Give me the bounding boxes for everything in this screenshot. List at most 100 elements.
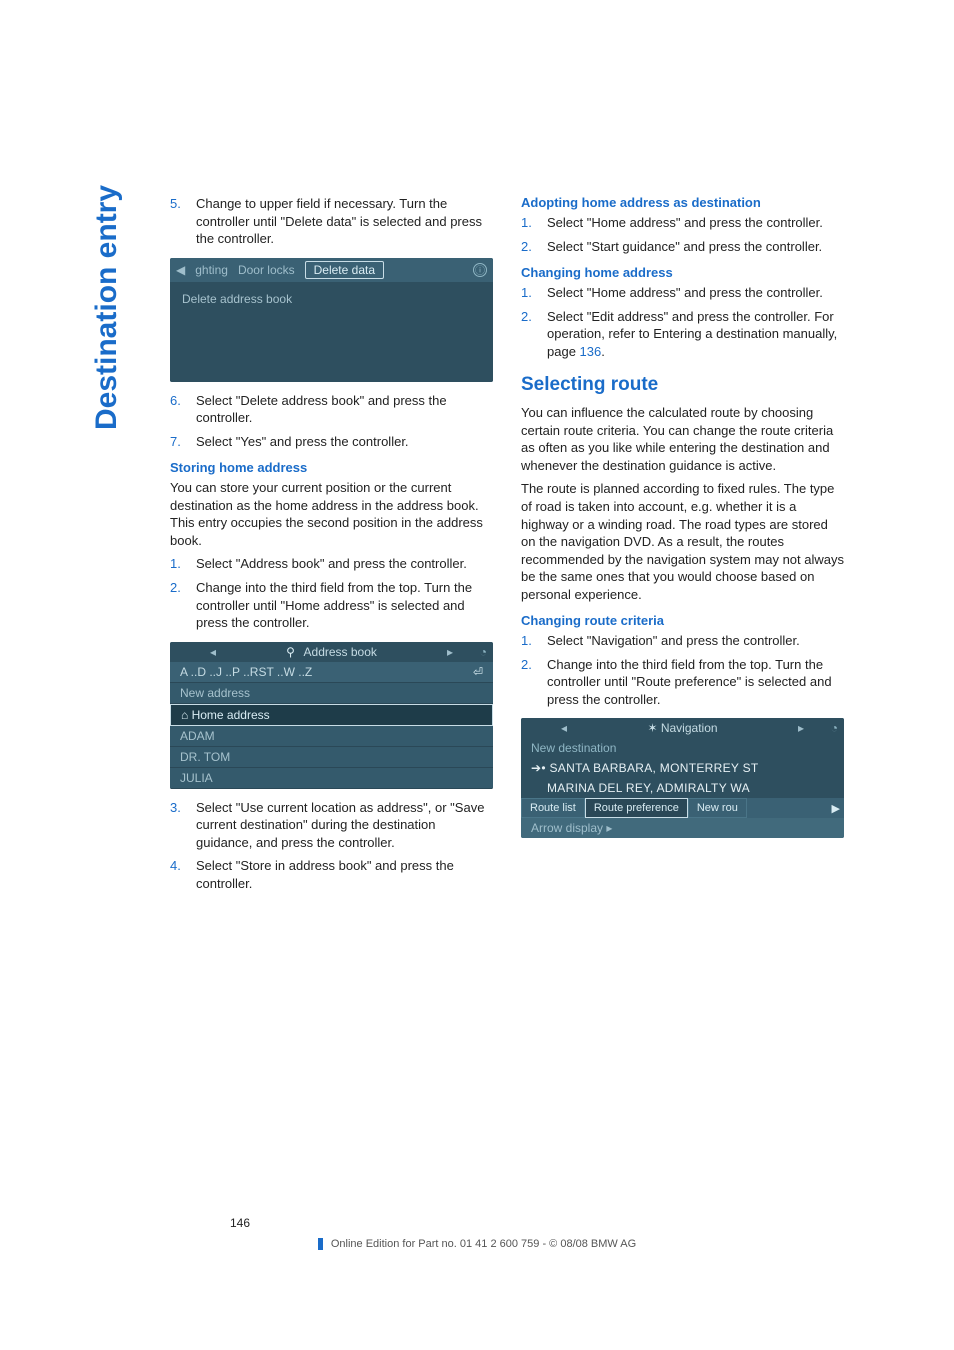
storing-step-4: 4. Select "Store in address book" and pr…	[170, 857, 493, 892]
ss2-row-julia: JULIA	[170, 768, 493, 789]
change-step-1: 1. Select "Home address" and press the c…	[521, 284, 844, 302]
side-section-title: Destination entry	[90, 185, 124, 430]
step-text: Select "Address book" and press the cont…	[196, 556, 467, 571]
tab-delete-data: Delete data	[305, 261, 384, 279]
storing-steps-1-2: 1. Select "Address book" and press the c…	[170, 555, 493, 631]
change-steps: 1. Select "Home address" and press the c…	[521, 284, 844, 360]
step-6: 6. Select "Delete address book" and pres…	[170, 392, 493, 427]
satellite-icon: ✶	[647, 721, 657, 735]
right-column: Adopting home address as destination 1. …	[521, 195, 844, 902]
tab-route-list: Route list	[521, 798, 585, 818]
page-link-136[interactable]: 136	[580, 344, 602, 359]
ss2-row-drtom: DR. TOM	[170, 747, 493, 768]
info-icon: ⓘ	[473, 263, 487, 277]
step-text: Select "Delete address book" and press t…	[196, 393, 447, 426]
ss2-row-adam: ADAM	[170, 726, 493, 747]
step-number: 1.	[521, 284, 532, 302]
selecting-para-1: You can influence the calculated route b…	[521, 404, 844, 474]
ss2-title: Address book	[304, 645, 377, 659]
criteria-step-1: 1. Select "Navigation" and press the con…	[521, 632, 844, 650]
ss2-letters-row: A ..D ..J ..P ..RST ..W ..Z ⏎	[170, 662, 493, 683]
ss2-title-bar: ◂ ⚲ Address book ▸ ◔	[170, 642, 493, 662]
change-step-2: 2. Select "Edit address" and press the c…	[521, 308, 844, 361]
storing-step-1: 1. Select "Address book" and press the c…	[170, 555, 493, 573]
ss3-row-marina: MARINA DEL REY, ADMIRALTY WA	[521, 778, 844, 798]
nav-left-icon: ◂	[561, 721, 567, 735]
ss2-letters: A ..D ..J ..P ..RST ..W ..Z	[180, 665, 312, 679]
left-column: 5. Change to upper field if necessary. T…	[170, 195, 493, 902]
tab-new-route: New rou	[688, 798, 747, 818]
step-text: Change into the third field from the top…	[196, 580, 472, 630]
step-number: 2.	[521, 656, 532, 674]
screenshot-address-book: ◂ ⚲ Address book ▸ ◔ A ..D ..J ..P ..RST…	[170, 642, 493, 789]
step-number: 7.	[170, 433, 181, 451]
nav-right-icon: ▸	[798, 721, 804, 735]
ss3-row-santa-barbara: ➔• SANTA BARBARA, MONTERREY ST	[521, 758, 844, 778]
adopt-step-2: 2. Select "Start guidance" and press the…	[521, 238, 844, 256]
heading-adopting: Adopting home address as destination	[521, 195, 844, 210]
adopt-step-1: 1. Select "Home address" and press the c…	[521, 214, 844, 232]
nav-right-arrow-icon: ▶	[828, 802, 844, 815]
steps-5: 5. Change to upper field if necessary. T…	[170, 195, 493, 248]
step-text: Select "Yes" and press the controller.	[196, 434, 409, 449]
corner-icon: ◔	[831, 721, 838, 735]
step-text: Select "Store in address book" and press…	[196, 858, 454, 891]
step-text: Select "Home address" and press the cont…	[547, 285, 823, 300]
step-number: 6.	[170, 392, 181, 410]
step-number: 1.	[170, 555, 181, 573]
storing-step-2: 2. Change into the third field from the …	[170, 579, 493, 632]
heading-changing-criteria: Changing route criteria	[521, 613, 844, 628]
arrow-right-icon: ➔•	[531, 761, 546, 775]
ss3-title: Navigation	[661, 721, 718, 735]
ss3-row-new-dest: New destination	[521, 738, 844, 758]
two-column-layout: 5. Change to upper field if necessary. T…	[170, 195, 844, 902]
pin-icon: ⚲	[286, 645, 295, 659]
step-text: Change into the third field from the top…	[547, 657, 832, 707]
step-number: 1.	[521, 632, 532, 650]
step-7: 7. Select "Yes" and press the controller…	[170, 433, 493, 451]
step-number: 4.	[170, 857, 181, 875]
selecting-para-2: The route is planned according to fixed …	[521, 480, 844, 603]
step-number: 1.	[521, 214, 532, 232]
ss2-row-home-address: ⌂ Home address	[170, 704, 493, 726]
step-text: Select "Use current location as address"…	[196, 800, 484, 850]
footer-text: Online Edition for Part no. 01 41 2 600 …	[318, 1238, 636, 1250]
ss1-body: Delete address book	[170, 282, 493, 382]
storing-intro: You can store your current position or t…	[170, 479, 493, 549]
step-text: Select "Home address" and press the cont…	[547, 215, 823, 230]
ss3-bottom-arrow-display: Arrow display ▸	[521, 818, 844, 838]
heading-storing-home: Storing home address	[170, 460, 493, 475]
tab-door-locks: Door locks	[238, 263, 295, 277]
ss2-row-new-address: New address	[170, 683, 493, 704]
adopt-steps: 1. Select "Home address" and press the c…	[521, 214, 844, 255]
back-arrow-icon: ⏎	[473, 665, 483, 679]
ss3-title-bar: ◂ ✶ Navigation ▸ ◔	[521, 718, 844, 738]
heading-changing-home: Changing home address	[521, 265, 844, 280]
step-text: Select "Start guidance" and press the co…	[547, 239, 822, 254]
step-number: 5.	[170, 195, 181, 213]
tab-lighting: ghting	[195, 263, 228, 277]
corner-icon: ◔	[480, 645, 487, 659]
ss1-body-text: Delete address book	[182, 292, 292, 306]
criteria-steps: 1. Select "Navigation" and press the con…	[521, 632, 844, 708]
ss1-tabs: ◀ ghting Door locks Delete data ⓘ	[170, 258, 493, 282]
nav-right-icon: ▸	[447, 645, 453, 659]
storing-step-3: 3. Select "Use current location as addre…	[170, 799, 493, 852]
storing-steps-3-4: 3. Select "Use current location as addre…	[170, 799, 493, 893]
step-5: 5. Change to upper field if necessary. T…	[170, 195, 493, 248]
step-text-b: .	[601, 344, 605, 359]
step-number: 3.	[170, 799, 181, 817]
nav-left-icon: ◂	[210, 645, 216, 659]
ss3-tabs: Route list Route preference New rou ▶	[521, 798, 844, 818]
steps-6-7: 6. Select "Delete address book" and pres…	[170, 392, 493, 451]
screenshot-delete-data: ◀ ghting Door locks Delete data ⓘ Delete…	[170, 258, 493, 382]
step-number: 2.	[521, 308, 532, 326]
step-number: 2.	[521, 238, 532, 256]
page-number: 146	[230, 1216, 250, 1230]
tab-route-preference: Route preference	[585, 798, 688, 818]
criteria-step-2: 2. Change into the third field from the …	[521, 656, 844, 709]
heading-selecting-route: Selecting route	[521, 374, 844, 396]
step-number: 2.	[170, 579, 181, 597]
step-text: Select "Navigation" and press the contro…	[547, 633, 800, 648]
nav-left-arrow-icon: ◀	[176, 263, 185, 277]
